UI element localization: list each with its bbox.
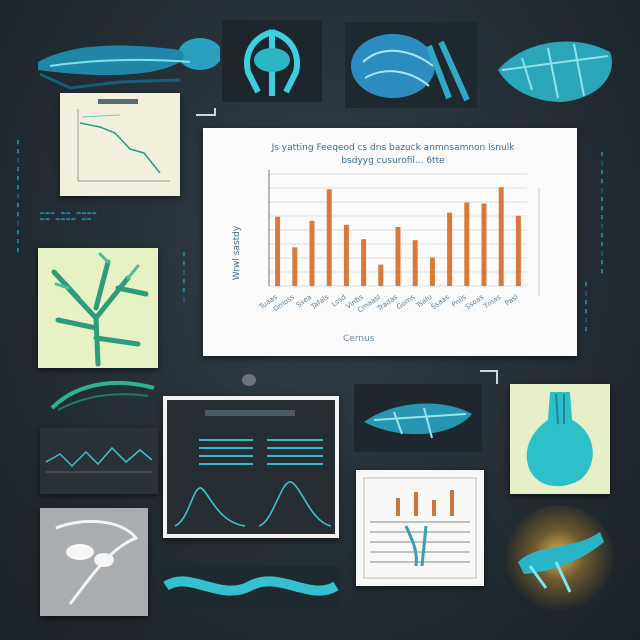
x-tick-label: Pasl [504,293,520,307]
bar [275,216,281,286]
bar [361,239,367,286]
sketch-illustration [40,508,148,616]
paper-chart-card [356,470,484,586]
main-bar-chart-card: Js yatting Feeqeod cs dns bazuck anmnsam… [203,128,577,356]
bar [412,240,418,286]
decorative-script-left: ▮▮▯▮▮▮▯▮▮▯▮▮▮ [14,138,22,255]
instrument-illustration [354,384,482,452]
bulb-illustration [510,384,610,494]
x-tick-label: Ssoas [464,293,486,311]
decorative-script-right-2: ▮▯▮▮▯▮ [582,280,590,334]
decorative-script-left-2: ▬▬▬ ▬▬ ▬▬▬▬ ▬▬ ▬▬▬▬ ▬▬ [40,209,98,223]
bar [326,189,332,286]
bar [343,224,349,286]
decorative-script-right: ▮▯▮▮▯▮▮▮▯▮▮▯▮▮ [598,150,606,276]
x-tick-label: Tmas [481,293,502,311]
swoosh-illustration [50,381,155,411]
fish-illustration [38,38,220,90]
bar [481,203,487,286]
chart-ylabel: Wrwl sastdy [232,225,242,280]
chart-title: Js yatting Feeqeod cs dns bazuck anmnsam… [253,142,533,168]
bar [378,264,384,286]
decorative-corner-2 [196,108,216,116]
specimen-illustration [503,505,615,617]
small-line-chart [60,93,180,196]
dark-line-chart [40,428,158,494]
bar [464,202,470,286]
stripe-illustration [160,566,340,608]
bar [515,215,521,286]
coral-illustration [38,248,158,368]
organ-illustration [345,22,477,108]
decorative-corner [480,370,498,384]
x-tick-label: Goms [395,293,416,311]
bar [498,187,504,286]
leaf-illustration [498,41,612,102]
decorative-script-mid: ▮▮▯▮▮▯ [180,250,188,304]
dark-data-panel [163,396,339,538]
chart-title-line-2: bsdyyg cusurofil... 6tte [341,156,445,166]
x-tick-label: Tafals [309,293,331,312]
bar [292,247,298,286]
chart-title-line-1: Js yatting Feeqeod cs dns bazuck anmnsam… [271,143,515,153]
bar [395,226,401,286]
chart-xlabel: Cernus [343,334,375,344]
skeleton-illustration [222,20,322,102]
x-tick-label: Ssaas [430,293,452,311]
bar [429,257,435,286]
bar [447,212,453,286]
bar [309,220,315,286]
decorative-dot [242,374,256,386]
